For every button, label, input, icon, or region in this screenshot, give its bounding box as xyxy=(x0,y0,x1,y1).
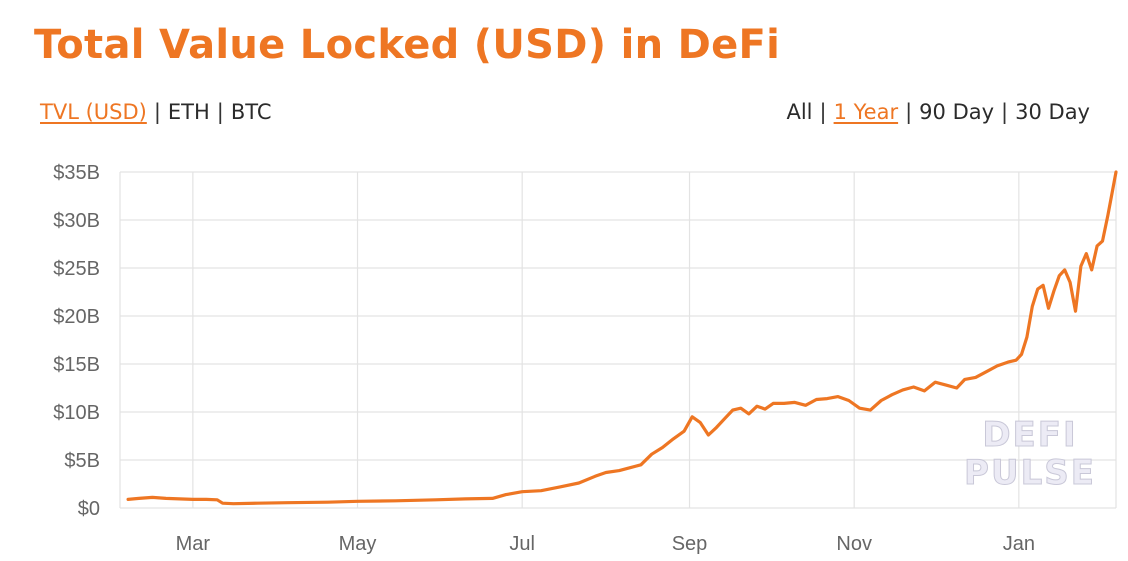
y-axis-labels: $0 $5B $10B $15B $20B $25B $30B $35B xyxy=(53,162,100,520)
x-tick-label: Jul xyxy=(509,533,535,555)
separator: | xyxy=(905,100,913,124)
x-tick-label: May xyxy=(339,533,377,555)
chart-grid xyxy=(119,171,1117,509)
range-90-day-option[interactable]: 90 Day xyxy=(919,100,995,124)
y-tick-label: $5B xyxy=(64,450,100,472)
defi-pulse-watermark: DEFI PULSE xyxy=(964,415,1096,494)
y-tick-label: $0 xyxy=(78,498,100,520)
y-tick-label: $15B xyxy=(53,354,100,376)
metric-tvl-usd-option[interactable]: TVL (USD) xyxy=(40,100,147,124)
tvl-line-chart: $0 $5B $10B $15B $20B $25B $30B $35B Mar May Jul S… xyxy=(53,162,1118,555)
x-axis-labels: Mar May Jul Sep Nov Jan xyxy=(176,533,1035,555)
metric-btc-option[interactable]: BTC xyxy=(230,100,272,124)
range-30-day-option[interactable]: 30 Day xyxy=(1015,100,1090,124)
y-tick-label: $35B xyxy=(53,162,100,184)
metric-eth-option[interactable]: ETH xyxy=(167,100,210,124)
separator: | xyxy=(216,100,224,124)
range-selector: All | 1 Year | 90 Day | 30 Day xyxy=(786,100,1090,124)
y-tick-label: $30B xyxy=(53,210,100,232)
watermark-line-1: DEFI xyxy=(982,415,1077,455)
page-title: Total Value Locked (USD) in DeFi xyxy=(34,22,781,68)
x-tick-label: Jan xyxy=(1003,533,1035,555)
tvl-series-line xyxy=(126,170,1118,506)
watermark-line-2: PULSE xyxy=(964,453,1096,493)
x-tick-label: Nov xyxy=(836,533,872,555)
y-tick-label: $20B xyxy=(53,306,100,328)
range-1-year-option[interactable]: 1 Year xyxy=(833,100,899,124)
metric-selector: TVL (USD) | ETH | BTC xyxy=(40,100,272,124)
separator: | xyxy=(153,100,161,124)
separator: | xyxy=(819,100,827,124)
separator: | xyxy=(1001,100,1009,124)
y-tick-label: $25B xyxy=(53,258,100,280)
range-all-option[interactable]: All xyxy=(786,100,813,124)
x-tick-label: Sep xyxy=(672,533,708,555)
x-tick-label: Mar xyxy=(176,533,211,555)
y-tick-label: $10B xyxy=(53,402,100,424)
